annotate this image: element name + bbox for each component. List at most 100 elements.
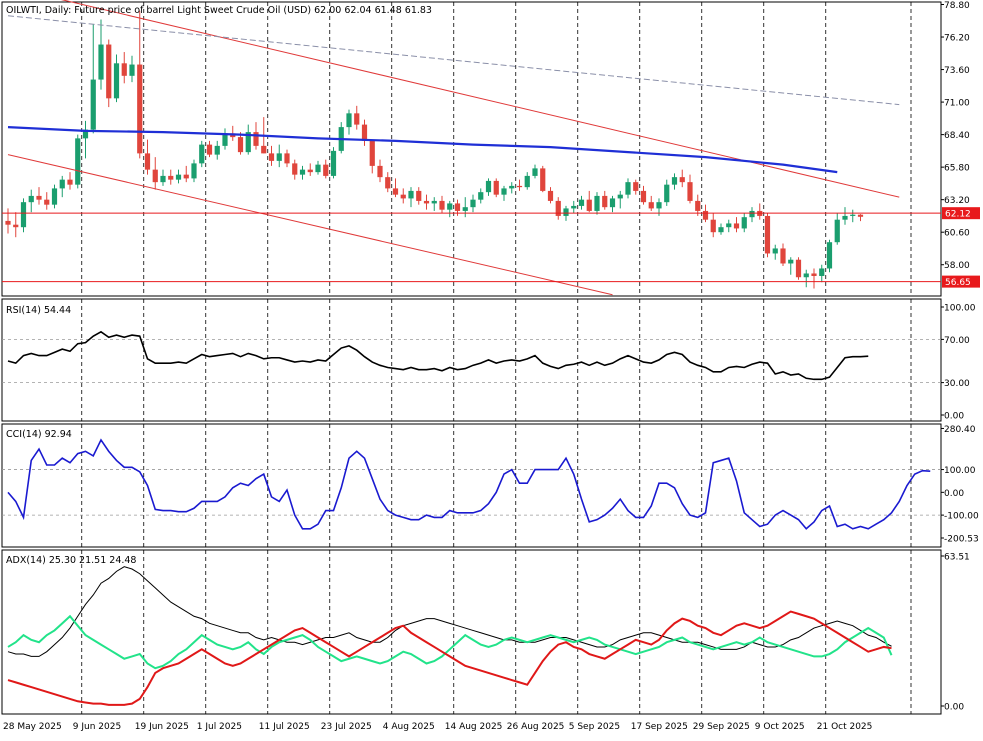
price-level-label: 56.65 <box>945 278 971 288</box>
price-tick-label: 65.80 <box>944 164 970 174</box>
candle-bear <box>152 169 158 183</box>
date-label: 26 Aug 2025 <box>507 722 565 732</box>
candle-bull <box>578 199 585 206</box>
candle-bear <box>323 164 329 176</box>
candle-bear <box>648 202 654 209</box>
candle-bull <box>609 198 616 208</box>
candle-bull <box>524 175 530 188</box>
date-label: 17 Sep 2025 <box>631 722 688 732</box>
candle-bear <box>857 214 864 217</box>
candle-bull <box>98 44 104 80</box>
candle-bull <box>129 64 135 76</box>
adx-title: ADX(14) 25.30 21.51 24.48 <box>6 555 136 566</box>
trend-line-dashed <box>7 15 900 106</box>
candle-bull <box>59 179 65 189</box>
date-label: 4 Aug 2025 <box>383 722 435 732</box>
candle-bull <box>447 203 453 210</box>
adx-tick-label: 63.51 <box>944 553 970 563</box>
candle-bear <box>695 200 701 211</box>
candle-bear <box>361 124 368 141</box>
date-label: 9 Oct 2025 <box>755 722 805 732</box>
candle-bear <box>423 200 430 204</box>
candle-bear <box>454 203 461 211</box>
candle-bear <box>144 153 151 170</box>
candle-bull <box>330 150 337 176</box>
candle-bull <box>671 177 678 185</box>
candle-bull <box>501 188 507 195</box>
price-level-label: 62.12 <box>945 210 971 220</box>
candle-bear <box>602 195 608 208</box>
candle-bear <box>811 273 817 276</box>
candle-bull <box>617 194 623 199</box>
cci-tick-label: 0.00 <box>944 489 964 499</box>
date-label: 5 Sep 2025 <box>569 722 620 732</box>
candle-bear <box>307 169 313 173</box>
candle-bear <box>106 44 112 99</box>
candle-bull <box>571 205 577 209</box>
candle-bull <box>509 185 515 189</box>
candle-bull <box>408 190 414 199</box>
candle-bull <box>563 208 569 216</box>
candle-bull <box>749 210 755 218</box>
adx-minus-di-line <box>7 610 892 706</box>
candle-bear <box>733 223 740 229</box>
candle-bear <box>44 199 50 205</box>
candle-bull <box>532 168 538 176</box>
candle-bull <box>788 259 794 264</box>
candle-bear <box>400 194 406 199</box>
candle-bear <box>679 177 685 183</box>
candle-bull <box>485 180 492 193</box>
candle-bull <box>826 242 833 269</box>
candle-bull <box>28 195 34 203</box>
candle-bear <box>586 199 592 211</box>
candle-bull <box>470 199 476 208</box>
rsi-tick-label: 0.00 <box>944 412 964 422</box>
candle-bull <box>842 215 848 220</box>
candle-bull <box>315 164 321 173</box>
candle-bear <box>168 175 174 180</box>
candle-bull <box>718 227 724 233</box>
candle-bull <box>82 129 89 139</box>
candle-bear <box>369 140 375 166</box>
cci-title: CCI(14) 92.94 <box>6 429 72 440</box>
rsi-line <box>7 330 869 381</box>
candle-bull <box>214 145 220 155</box>
candle-bull <box>75 138 81 185</box>
rsi-tick-label: 100.00 <box>944 304 976 314</box>
candle-bear <box>710 219 716 233</box>
price-tick-label: 71.00 <box>944 99 970 109</box>
price-tick-label: 60.60 <box>944 229 970 239</box>
candle-bear <box>633 182 639 191</box>
candle-bull <box>772 248 778 254</box>
date-label: 14 Aug 2025 <box>445 722 503 732</box>
candle-bear <box>547 190 554 201</box>
candle-bear <box>261 145 267 154</box>
cci-line <box>7 438 931 530</box>
candle-bear <box>385 177 391 189</box>
date-label: 1 Jul 2025 <box>197 722 242 732</box>
candle-bear <box>121 63 127 76</box>
candle-bull <box>819 268 825 276</box>
candle-bull <box>160 175 166 183</box>
candle-bear <box>67 179 73 185</box>
candle-bull <box>51 188 58 205</box>
candle-bull <box>299 169 306 175</box>
candle-bear <box>439 200 445 210</box>
candle-bear <box>5 220 11 225</box>
price-tick-label: 78.80 <box>944 1 970 11</box>
candle-bear <box>354 113 360 125</box>
candle-bull <box>245 132 251 153</box>
rsi-tick-label: 70.00 <box>944 336 970 346</box>
adx-plus-di-line <box>7 614 893 670</box>
price-tick-label: 73.60 <box>944 66 970 76</box>
chart-title: OILWTI, Daily: Future price of barrel Li… <box>6 5 432 16</box>
candle-bull <box>276 153 282 161</box>
price-tick-label: 63.20 <box>944 196 970 206</box>
candle-bear <box>780 248 786 264</box>
price-tick-label: 68.40 <box>944 131 970 141</box>
cci-tick-label: -200.53 <box>944 535 979 545</box>
candle-bull <box>20 202 27 228</box>
rsi-title: RSI(14) 54.44 <box>6 305 71 316</box>
candle-bull <box>656 202 662 209</box>
